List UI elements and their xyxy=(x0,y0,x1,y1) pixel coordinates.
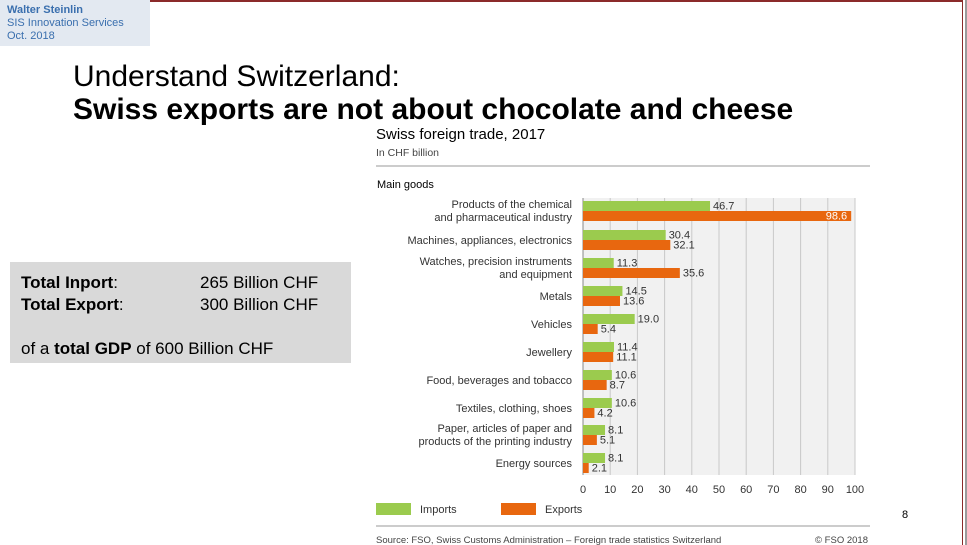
export-value-label: 2.1 xyxy=(592,463,607,475)
export-value-label: 35.6 xyxy=(683,268,704,280)
import-bar xyxy=(583,453,606,463)
x-tick-label: 20 xyxy=(631,484,643,496)
slide-frame-right xyxy=(962,0,967,545)
export-value-label: 98.6 xyxy=(826,211,847,223)
import-bar xyxy=(583,286,623,296)
export-value-label: 11.1 xyxy=(616,352,637,364)
gdp-row: of a total GDP of 600 Billion CHF xyxy=(21,339,273,359)
export-label: Total Export xyxy=(21,295,119,314)
import-row: Total Inport: 265 Billion CHF xyxy=(21,273,318,293)
export-bar xyxy=(583,268,680,278)
export-colon: : xyxy=(118,295,124,314)
import-bar xyxy=(583,314,635,324)
x-tick-label: 80 xyxy=(794,484,806,496)
x-tick-label: 60 xyxy=(740,484,752,496)
category-label: Machines, appliances, electronics xyxy=(408,235,573,247)
export-bar xyxy=(583,211,852,221)
category-label: Jewellery xyxy=(526,347,572,359)
x-tick-label: 30 xyxy=(658,484,670,496)
category-label: Products of the chemical xyxy=(452,199,572,211)
export-value-label: 13.6 xyxy=(623,296,644,308)
author-date: Oct. 2018 xyxy=(7,30,55,42)
import-value-label: 11.3 xyxy=(617,258,638,270)
export-bar xyxy=(583,408,595,418)
import-bar xyxy=(583,258,614,268)
export-row: Total Export: 300 Billion CHF xyxy=(21,295,318,315)
import-value-label: 19.0 xyxy=(638,314,659,326)
author-name: Walter Steinlin xyxy=(7,4,83,16)
gdp-bold: total GDP xyxy=(54,339,132,358)
x-tick-label: 10 xyxy=(604,484,616,496)
category-label: Watches, precision instruments xyxy=(420,256,573,268)
export-bar xyxy=(583,324,598,334)
legend-imports-label: Imports xyxy=(420,504,457,516)
import-bar xyxy=(583,370,612,380)
category-label: Vehicles xyxy=(531,319,572,331)
source-text: Source: FSO, Swiss Customs Administratio… xyxy=(376,535,721,545)
import-value-label: 30.4 xyxy=(669,230,690,242)
x-tick-label: 100 xyxy=(846,484,864,496)
import-bar xyxy=(583,398,612,408)
x-tick-label: 0 xyxy=(580,484,586,496)
import-label: Total Inport xyxy=(21,273,114,292)
category-label: Paper, articles of paper and xyxy=(437,423,572,435)
slide-title-line1: Understand Switzerland: xyxy=(73,60,400,93)
author-org: SIS Innovation Services xyxy=(7,17,124,29)
import-value-label: 10.6 xyxy=(615,398,636,410)
x-tick-label: 50 xyxy=(713,484,725,496)
slide-frame-top xyxy=(150,0,967,2)
section-label: Main goods xyxy=(377,179,434,191)
gdp-suffix: of 600 Billion CHF xyxy=(131,339,274,358)
chart-subtitle: In CHF billion xyxy=(376,147,439,159)
export-bar xyxy=(583,380,607,390)
import-value: 265 Billion CHF xyxy=(200,273,319,292)
import-value-label: 8.1 xyxy=(608,425,623,437)
import-value-label: 10.6 xyxy=(615,370,636,382)
export-value-label: 4.2 xyxy=(597,408,612,420)
export-value-label: 5.4 xyxy=(601,324,616,336)
page-number: 8 xyxy=(902,509,909,521)
legend-imports-swatch xyxy=(376,503,411,515)
category-label: Textiles, clothing, shoes xyxy=(456,403,573,415)
x-tick-label: 70 xyxy=(767,484,779,496)
export-bar xyxy=(583,352,614,362)
export-bar xyxy=(583,240,671,250)
export-value-label: 8.7 xyxy=(610,380,625,392)
category-label: Metals xyxy=(540,291,573,303)
import-value-label: 8.1 xyxy=(608,453,623,465)
category-label: and pharmaceutical industry xyxy=(434,212,572,224)
slide-title-line2: Swiss exports are not about chocolate an… xyxy=(73,93,794,126)
export-bar xyxy=(583,296,620,306)
import-bar xyxy=(583,342,615,352)
category-label: and equipment xyxy=(499,269,572,281)
legend-exports-swatch xyxy=(501,503,536,515)
import-value-label: 11.4 xyxy=(617,342,638,354)
summary-box: Total Inport: 265 Billion CHF Total Expo… xyxy=(10,262,351,363)
x-tick-label: 90 xyxy=(822,484,834,496)
import-colon: : xyxy=(113,273,118,292)
import-bar xyxy=(583,201,711,211)
export-bar xyxy=(583,463,589,473)
x-tick-label: 40 xyxy=(686,484,698,496)
export-value-label: 32.1 xyxy=(673,240,694,252)
legend-exports-label: Exports xyxy=(545,504,583,516)
import-value-label: 14.5 xyxy=(625,286,646,298)
import-bar xyxy=(583,425,606,435)
import-bar xyxy=(583,230,666,240)
author-box: Walter Steinlin SIS Innovation Services … xyxy=(0,0,150,46)
category-label: Food, beverages and tobacco xyxy=(426,375,572,387)
export-bar xyxy=(583,435,597,445)
export-value: 300 Billion CHF xyxy=(200,295,319,314)
gdp-prefix: of a xyxy=(21,339,55,358)
category-label: products of the printing industry xyxy=(419,436,573,448)
import-value-label: 46.7 xyxy=(713,201,734,213)
copyright-text: © FSO 2018 xyxy=(815,535,868,545)
category-label: Energy sources xyxy=(496,458,573,470)
export-value-label: 5.1 xyxy=(600,435,615,447)
chart-title: Swiss foreign trade, 2017 xyxy=(376,126,545,143)
